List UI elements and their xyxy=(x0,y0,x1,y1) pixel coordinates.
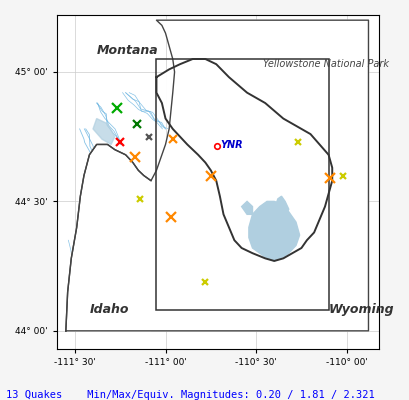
Polygon shape xyxy=(66,144,151,331)
Text: Yellowstone National Park: Yellowstone National Park xyxy=(263,59,389,69)
Text: Montana: Montana xyxy=(97,44,158,57)
Text: Wyoming: Wyoming xyxy=(328,303,393,316)
Text: 13 Quakes    Min/Max/Equiv. Magnitudes: 0.20 / 1.81 / 2.321: 13 Quakes Min/Max/Equiv. Magnitudes: 0.2… xyxy=(6,390,374,400)
Polygon shape xyxy=(93,118,115,144)
Text: Idaho: Idaho xyxy=(89,303,128,316)
Polygon shape xyxy=(248,202,299,261)
Bar xyxy=(156,59,328,310)
Polygon shape xyxy=(274,196,288,217)
Polygon shape xyxy=(66,20,368,331)
Polygon shape xyxy=(156,59,331,261)
Polygon shape xyxy=(241,202,252,214)
Text: YNR: YNR xyxy=(220,140,243,150)
